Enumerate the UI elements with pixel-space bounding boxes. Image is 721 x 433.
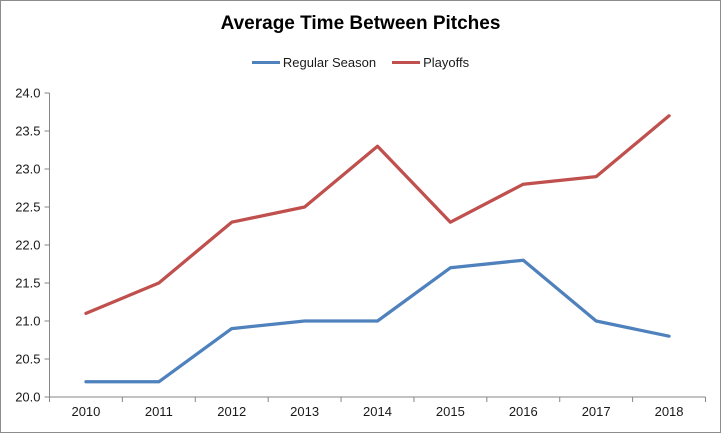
y-axis-label: 20.5 — [15, 352, 40, 367]
y-axis-label: 21.5 — [15, 276, 40, 291]
x-axis-label: 2015 — [436, 404, 465, 419]
y-axis-label: 22.5 — [15, 200, 40, 215]
x-axis-label: 2010 — [71, 404, 100, 419]
series-line-playoffs — [84, 114, 671, 316]
y-axis-label: 23.0 — [15, 162, 40, 177]
legend-swatch-playoffs — [392, 60, 421, 65]
x-axis-label: 2012 — [217, 404, 246, 419]
legend-item-regular-season: Regular Season — [251, 55, 377, 70]
x-axis-label: 2013 — [290, 404, 319, 419]
legend-item-playoffs: Playoffs — [392, 55, 469, 70]
x-axis-label: 2017 — [582, 404, 611, 419]
y-axis-label: 21.0 — [15, 314, 40, 329]
legend-swatch-regular-season — [251, 60, 280, 65]
x-axis-label: 2014 — [363, 404, 392, 419]
y-axis-label: 22.0 — [15, 238, 40, 253]
y-axis-label: 24.0 — [15, 86, 40, 101]
series-line-regular-season — [84, 258, 671, 384]
y-axis-label: 20.0 — [15, 390, 40, 405]
x-axis-label: 2011 — [145, 404, 173, 419]
chart-title: Average Time Between Pitches — [220, 13, 501, 34]
x-axis-label: 2018 — [655, 404, 684, 419]
legend-label-playoffs: Playoffs — [423, 55, 470, 70]
x-axis-label: 2016 — [509, 404, 538, 419]
chart-legend: Regular Season Playoffs — [1, 55, 720, 70]
legend-label-regular-season: Regular Season — [282, 55, 377, 70]
y-axis-label: 23.5 — [15, 124, 40, 139]
